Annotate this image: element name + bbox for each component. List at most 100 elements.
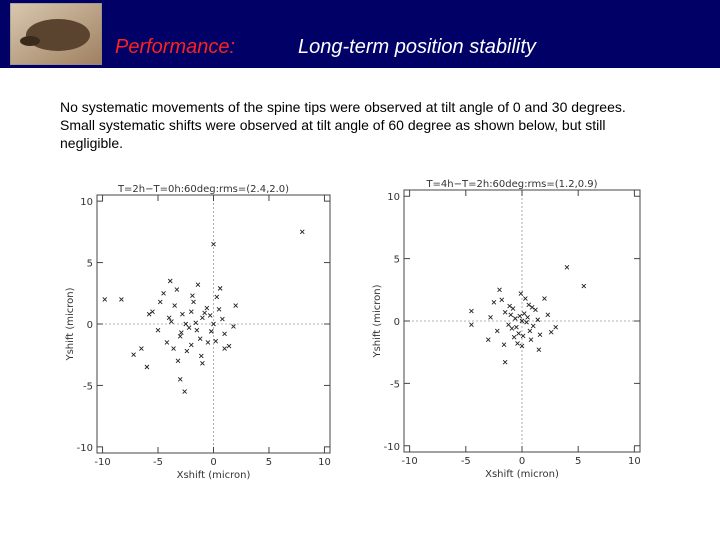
x-axis-label: Xshift (micron) xyxy=(177,470,251,481)
scatter-point xyxy=(521,311,527,316)
scatter-point xyxy=(200,315,205,321)
y-tick-label: 0 xyxy=(87,320,93,331)
x-tick-label: 0 xyxy=(519,456,525,467)
slide-title: Performance: xyxy=(115,36,236,58)
scatter-point xyxy=(535,317,541,323)
x-tick-label: 5 xyxy=(266,457,272,468)
scatter-point xyxy=(177,333,183,339)
scatter-point xyxy=(202,310,207,316)
scatter-point xyxy=(530,323,536,329)
scatter-point xyxy=(511,334,517,340)
scatter-point xyxy=(193,320,199,326)
scatter-point xyxy=(172,303,177,308)
scatter-point xyxy=(216,306,222,312)
scatter-point xyxy=(545,312,551,318)
y-tick-label: -5 xyxy=(390,379,400,390)
scatter-point xyxy=(502,309,508,315)
scatter-point xyxy=(518,291,524,296)
scatter-point xyxy=(507,303,512,309)
scatter-point xyxy=(231,324,236,329)
scatter-point xyxy=(204,305,210,311)
scatter-point xyxy=(211,241,216,247)
scatter-point xyxy=(194,327,200,333)
x-tick-label: -5 xyxy=(153,457,163,468)
scatter-point xyxy=(226,343,232,349)
scatter-point xyxy=(502,359,508,365)
header-bar: Performance: Long-term position stabilit… xyxy=(0,0,720,68)
scatter-point xyxy=(524,319,529,325)
scatter-point xyxy=(515,341,520,346)
x-tick-label: -5 xyxy=(461,456,471,467)
y-tick-label: 10 xyxy=(80,197,93,208)
y-tick-label: -10 xyxy=(384,442,400,453)
scatter-point xyxy=(155,327,161,333)
scatter-point xyxy=(197,336,203,342)
y-tick-label: 5 xyxy=(394,255,400,266)
scatter-point xyxy=(214,294,220,300)
y-tick-label: -10 xyxy=(77,443,93,454)
scatter-point xyxy=(508,312,514,318)
scatter-point xyxy=(485,337,491,343)
scatter-point xyxy=(506,322,511,328)
scatter-point xyxy=(510,306,516,311)
scatter-point xyxy=(188,342,194,348)
y-tick-label: -5 xyxy=(83,381,93,392)
scatter-point xyxy=(131,352,136,358)
y-axis-label: Yshift (micron) xyxy=(372,284,383,358)
logo-image xyxy=(10,3,102,65)
scatter-point xyxy=(497,287,502,293)
scatter-point xyxy=(183,321,189,327)
scatter-point xyxy=(516,331,521,336)
scatter-point xyxy=(205,340,211,345)
x-tick-label: 0 xyxy=(210,457,216,468)
scatter-point xyxy=(146,311,152,317)
scatter-point xyxy=(488,314,493,320)
scatter-point xyxy=(180,311,185,317)
scatter-point xyxy=(469,322,474,328)
scatter-point xyxy=(195,282,201,288)
scatter-point xyxy=(519,318,525,324)
scatter-point xyxy=(501,342,507,348)
y-axis-label: Yshift (micron) xyxy=(65,287,76,361)
scatter-point xyxy=(157,299,163,305)
scatter-point xyxy=(514,324,519,330)
scatter-point xyxy=(233,303,239,308)
scatter-point xyxy=(469,308,474,314)
slide-subtitle: Long-term position stability xyxy=(298,36,536,58)
scatter-point xyxy=(553,324,559,330)
scatter-point xyxy=(494,328,500,334)
scatter-point xyxy=(164,340,170,345)
y-tick-label: 0 xyxy=(394,317,400,328)
chart-title: T=2h−T=0h:60deg:rms=(2.4,2.0) xyxy=(117,184,289,195)
scatter-point xyxy=(220,316,225,322)
scatter-point xyxy=(208,329,214,334)
scatter-point xyxy=(222,346,227,351)
scatter-point xyxy=(529,304,535,310)
scatter-point xyxy=(222,331,227,337)
scatter-point xyxy=(542,296,547,301)
scatter-point xyxy=(207,313,213,318)
scatter-point xyxy=(299,229,305,235)
scatter-point xyxy=(499,297,505,303)
scatter-point xyxy=(519,343,525,349)
scatter-point xyxy=(520,333,526,339)
scatter-point xyxy=(509,326,515,331)
x-tick-label: 10 xyxy=(628,456,641,467)
scatter-point xyxy=(198,353,204,359)
scatter-point xyxy=(564,265,570,270)
x-axis-label: Xshift (micron) xyxy=(485,469,559,480)
scatter-point xyxy=(171,346,176,351)
scatter-point xyxy=(491,299,497,305)
scatter-point xyxy=(211,321,216,327)
scatter-point xyxy=(166,315,172,321)
scatter-point xyxy=(119,297,124,302)
scatter-point xyxy=(102,297,108,302)
scatter-point xyxy=(512,316,518,321)
scatter-point xyxy=(179,330,184,335)
x-tick-label: 10 xyxy=(318,457,331,468)
scatter-point xyxy=(182,389,187,394)
scatter-point xyxy=(139,346,144,351)
scatter-point xyxy=(169,319,174,324)
